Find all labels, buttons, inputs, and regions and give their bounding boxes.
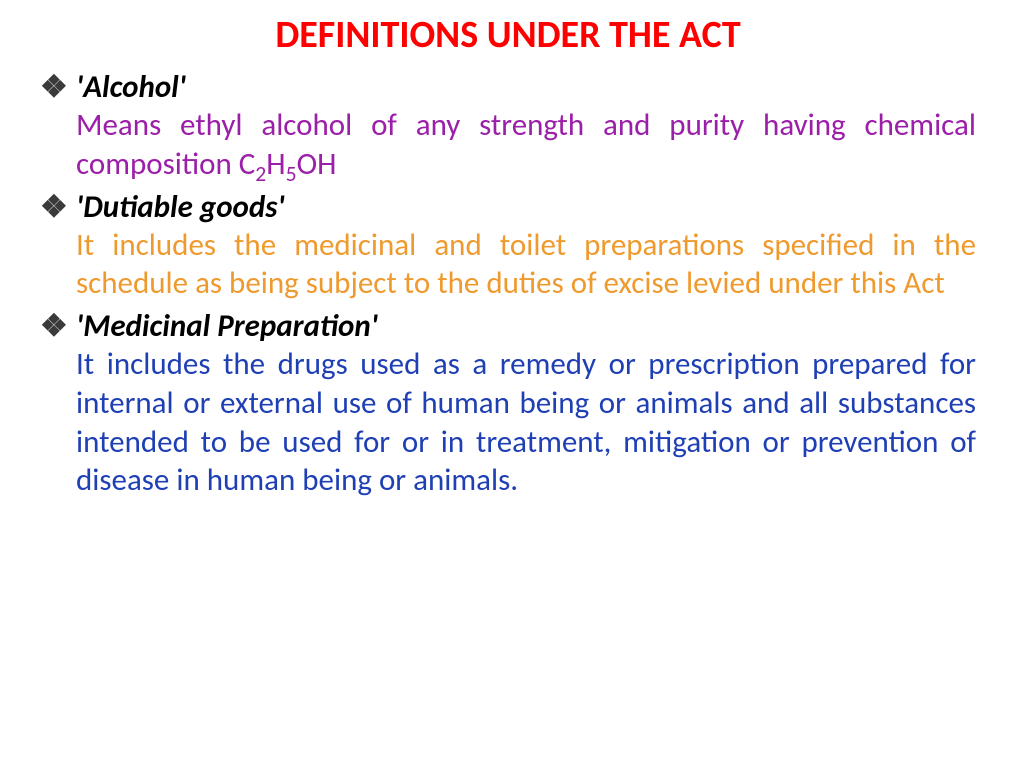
definitions-list: ❖'Alcohol'Means ethyl alcohol of any str… — [40, 68, 976, 500]
definition-item: ❖'Medicinal Preparation'It includes the … — [40, 307, 976, 500]
term-heading: ❖'Medicinal Preparation' — [40, 307, 976, 345]
definition-text: Means ethyl alcohol of any strength and … — [40, 106, 976, 184]
slide-title: DEFINITIONS UNDER THE ACT — [40, 12, 976, 58]
definition-item: ❖'Alcohol'Means ethyl alcohol of any str… — [40, 68, 976, 184]
definition-text: It includes the medicinal and toilet pre… — [40, 226, 976, 304]
term-heading: ❖'Dutiable goods' — [40, 188, 976, 226]
diamond-bullet-icon: ❖ — [40, 68, 68, 106]
term-label: 'Alcohol' — [76, 68, 186, 106]
definition-item: ❖'Dutiable goods' It includes the medici… — [40, 188, 976, 304]
diamond-bullet-icon: ❖ — [40, 307, 68, 345]
term-label: 'Dutiable goods' — [76, 188, 285, 226]
term-label: 'Medicinal Preparation' — [76, 307, 378, 345]
diamond-bullet-icon: ❖ — [40, 188, 68, 226]
definition-text: It includes the drugs used as a remedy o… — [40, 345, 976, 500]
term-heading: ❖'Alcohol' — [40, 68, 976, 106]
